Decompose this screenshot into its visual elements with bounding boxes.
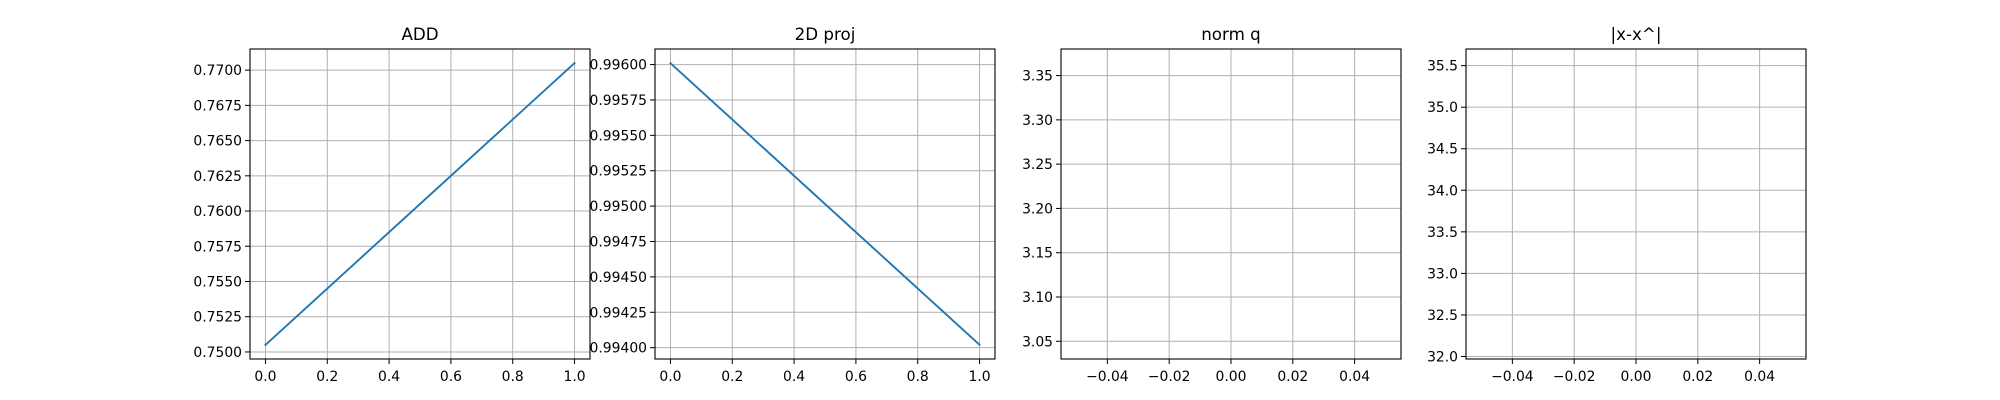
y-tick-label: 0.7700	[193, 63, 242, 79]
x-tick-label: 0.04	[1339, 369, 1370, 385]
y-tick-label: 0.99575	[590, 93, 647, 109]
y-tick-label: 0.7675	[193, 98, 242, 114]
x-tick-label: 1.0	[563, 369, 585, 385]
y-tick-label: 33.5	[1427, 225, 1458, 241]
x-tick-label: 0.02	[1277, 369, 1308, 385]
y-tick-label: 33.0	[1427, 266, 1458, 282]
x-tick-label: −0.02	[1553, 369, 1596, 385]
y-tick-label: 34.5	[1427, 142, 1458, 158]
y-tick-label: 0.7650	[193, 134, 242, 150]
y-tick-label: 32.5	[1427, 308, 1458, 324]
subplot-1: 0.0 0.2 0.4 0.6 0.8 1.0 0.7500 0.7525 0.7550 0.75…	[193, 24, 591, 385]
series-line	[264, 61, 576, 347]
y-tick-label: 35.5	[1427, 59, 1458, 75]
y-tick-label: 0.7525	[193, 310, 242, 326]
x-tick-label: −0.04	[1086, 369, 1129, 385]
x-tick-label: 0.0	[659, 369, 681, 385]
x-tick-label: 0.6	[440, 369, 462, 385]
subplot-4: −0.04 −0.02 0.00 0.02 0.04 32.0 32.5 33.0 33.5 34…	[1427, 24, 1807, 385]
y-tick-label: 0.7550	[193, 275, 242, 291]
y-tick-label: 3.10	[1022, 290, 1053, 306]
subplot-title: norm q	[1201, 24, 1261, 44]
y-tick-label: 3.05	[1022, 334, 1053, 350]
axes-frame	[654, 48, 996, 360]
x-tick-label: 1.0	[968, 369, 990, 385]
y-tick-label: 0.99600	[590, 58, 647, 74]
y-tick-label: 0.7625	[193, 169, 242, 185]
y-tick-label: 0.99550	[590, 128, 647, 144]
x-tick-label: 0.4	[783, 369, 805, 385]
y-tick-label: 0.99475	[590, 235, 647, 251]
y-tick-label: 35.0	[1427, 100, 1458, 116]
y-tick-label: 0.99500	[590, 199, 647, 215]
x-tick-label: 0.4	[378, 369, 400, 385]
y-tick-label: 3.35	[1022, 69, 1053, 85]
subplot-title: 2D proj	[795, 24, 856, 44]
subplot-3: −0.04 −0.02 0.00 0.02 0.04 3.05 3.10 3.15 3.20 3.…	[1022, 24, 1402, 385]
x-tick-label: 0.2	[721, 369, 743, 385]
subplot-2: 0.0 0.2 0.4 0.6 0.8 1.0 0.99400 0.99425 0.99450 0…	[590, 24, 996, 385]
y-tick-label: 32.0	[1427, 350, 1458, 366]
subplot-title: ADD	[401, 24, 438, 44]
x-tick-label: 0.0	[254, 369, 276, 385]
y-tick-label: 3.25	[1022, 157, 1053, 173]
x-tick-label: 0.2	[316, 369, 338, 385]
y-tick-label: 0.99425	[590, 305, 647, 321]
x-tick-label: −0.02	[1148, 369, 1191, 385]
x-tick-label: 0.00	[1216, 369, 1247, 385]
x-tick-label: 0.8	[502, 369, 524, 385]
y-tick-label: 3.30	[1022, 113, 1053, 129]
x-tick-label: 0.02	[1682, 369, 1713, 385]
x-tick-label: 0.8	[907, 369, 929, 385]
y-tick-label: 0.99525	[590, 164, 647, 180]
y-tick-label: 0.99450	[590, 270, 647, 286]
y-tick-label: 3.20	[1022, 201, 1053, 217]
axes-frame	[249, 48, 591, 360]
y-tick-label: 0.7575	[193, 239, 242, 255]
x-tick-label: −0.04	[1491, 369, 1534, 385]
y-tick-label: 3.15	[1022, 246, 1053, 262]
subplot-title: |x-x^|	[1611, 24, 1662, 44]
y-tick-label: 0.99400	[590, 341, 647, 357]
x-tick-label: 0.04	[1744, 369, 1775, 385]
y-tick-label: 34.0	[1427, 183, 1458, 199]
y-tick-label: 0.7600	[193, 204, 242, 220]
x-tick-label: 0.6	[845, 369, 867, 385]
y-tick-label: 0.7500	[193, 345, 242, 361]
series-line	[669, 61, 981, 347]
x-tick-label: 0.00	[1621, 369, 1652, 385]
